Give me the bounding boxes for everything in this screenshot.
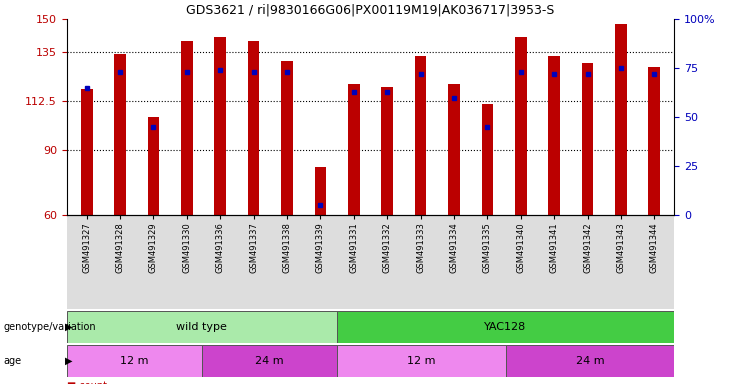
- Bar: [181, 41, 193, 215]
- FancyBboxPatch shape: [336, 345, 505, 377]
- Text: 12 m: 12 m: [120, 356, 148, 366]
- Bar: [214, 36, 226, 215]
- Bar: [382, 87, 393, 215]
- FancyBboxPatch shape: [505, 345, 674, 377]
- Text: 24 m: 24 m: [576, 356, 604, 366]
- Text: ▶: ▶: [65, 321, 73, 332]
- Title: GDS3621 / ri|9830166G06|PX00119M19|AK036717|3953-S: GDS3621 / ri|9830166G06|PX00119M19|AK036…: [186, 3, 555, 17]
- FancyBboxPatch shape: [67, 345, 202, 377]
- Text: 12 m: 12 m: [407, 356, 436, 366]
- Bar: [147, 117, 159, 215]
- Bar: [515, 36, 527, 215]
- Text: ▶: ▶: [65, 356, 73, 366]
- Bar: [281, 61, 293, 215]
- FancyBboxPatch shape: [336, 311, 674, 343]
- Bar: [582, 63, 594, 215]
- Bar: [482, 104, 494, 215]
- Bar: [315, 167, 326, 215]
- Text: 24 m: 24 m: [255, 356, 284, 366]
- Bar: [448, 84, 460, 215]
- Text: YAC128: YAC128: [485, 321, 527, 332]
- Bar: [81, 89, 93, 215]
- Text: genotype/variation: genotype/variation: [4, 321, 96, 332]
- Text: wild type: wild type: [176, 321, 227, 332]
- FancyBboxPatch shape: [202, 345, 336, 377]
- Bar: [247, 41, 259, 215]
- Bar: [548, 56, 560, 215]
- Bar: [415, 56, 426, 215]
- Bar: [114, 54, 126, 215]
- Text: age: age: [4, 356, 21, 366]
- Bar: [615, 23, 627, 215]
- Text: ■ count: ■ count: [67, 381, 107, 384]
- Bar: [348, 84, 359, 215]
- FancyBboxPatch shape: [67, 311, 336, 343]
- Bar: [648, 67, 660, 215]
